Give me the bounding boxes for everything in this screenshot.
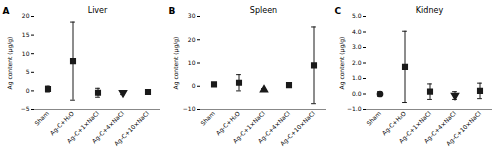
svg-text:Ag-C+H₂O: Ag-C+H₂O bbox=[380, 109, 408, 137]
svg-text:3.0: 3.0 bbox=[352, 43, 362, 50]
svg-text:20: 20 bbox=[22, 12, 30, 19]
svg-text:10: 10 bbox=[22, 50, 30, 57]
svg-text:Kidney: Kidney bbox=[416, 6, 444, 15]
svg-text:Ag-C+4×NaCl: Ag-C+4×NaCl bbox=[422, 109, 458, 145]
svg-text:0: 0 bbox=[192, 82, 196, 89]
svg-text:Ag-C+1×NaCl: Ag-C+1×NaCl bbox=[397, 109, 433, 145]
svg-text:−1.0: −1.0 bbox=[347, 105, 362, 112]
svg-text:Ag-C+H₂O: Ag-C+H₂O bbox=[48, 109, 76, 137]
svg-text:Ag-C+10×NaCl: Ag-C+10×NaCl bbox=[445, 109, 483, 147]
svg-text:15: 15 bbox=[22, 31, 30, 38]
svg-text:5: 5 bbox=[26, 68, 30, 75]
svg-text:Ag-C+10×NaCl: Ag-C+10×NaCl bbox=[113, 109, 151, 147]
svg-text:Liver: Liver bbox=[88, 6, 108, 15]
svg-text:C: C bbox=[335, 6, 342, 16]
svg-text:Ag content (μg/g): Ag content (μg/g) bbox=[338, 37, 346, 90]
svg-text:2.0: 2.0 bbox=[352, 59, 362, 66]
svg-text:Ag-C+H₂O: Ag-C+H₂O bbox=[214, 109, 242, 137]
svg-text:−10: −10 bbox=[183, 105, 196, 112]
svg-text:Ag content (μg/g): Ag content (μg/g) bbox=[6, 37, 14, 90]
svg-text:Ag-C+1×NaCl: Ag-C+1×NaCl bbox=[231, 109, 267, 145]
svg-text:4.0: 4.0 bbox=[352, 28, 362, 35]
svg-text:Ag-C+1×NaCl: Ag-C+1×NaCl bbox=[65, 109, 101, 145]
svg-text:Sham: Sham bbox=[33, 110, 50, 127]
svg-text:−5: −5 bbox=[21, 105, 30, 112]
svg-text:Sham: Sham bbox=[365, 110, 382, 127]
svg-text:10: 10 bbox=[188, 59, 196, 66]
svg-text:Ag-C+4×NaCl: Ag-C+4×NaCl bbox=[256, 109, 292, 145]
svg-text:1.0: 1.0 bbox=[352, 74, 362, 81]
svg-text:B: B bbox=[169, 6, 176, 16]
svg-text:Ag-C+10×NaCl: Ag-C+10×NaCl bbox=[279, 109, 317, 147]
svg-text:A: A bbox=[3, 6, 10, 16]
svg-text:Ag content (μg/g): Ag content (μg/g) bbox=[172, 37, 180, 90]
svg-text:0: 0 bbox=[26, 87, 30, 94]
svg-text:5.0: 5.0 bbox=[352, 12, 362, 19]
svg-text:30: 30 bbox=[188, 12, 196, 19]
svg-text:0.0: 0.0 bbox=[352, 90, 362, 97]
svg-text:Spleen: Spleen bbox=[250, 6, 277, 15]
svg-text:20: 20 bbox=[188, 36, 196, 43]
svg-text:Ag-C+4×NaCl: Ag-C+4×NaCl bbox=[90, 109, 126, 145]
svg-text:Sham: Sham bbox=[199, 110, 216, 127]
